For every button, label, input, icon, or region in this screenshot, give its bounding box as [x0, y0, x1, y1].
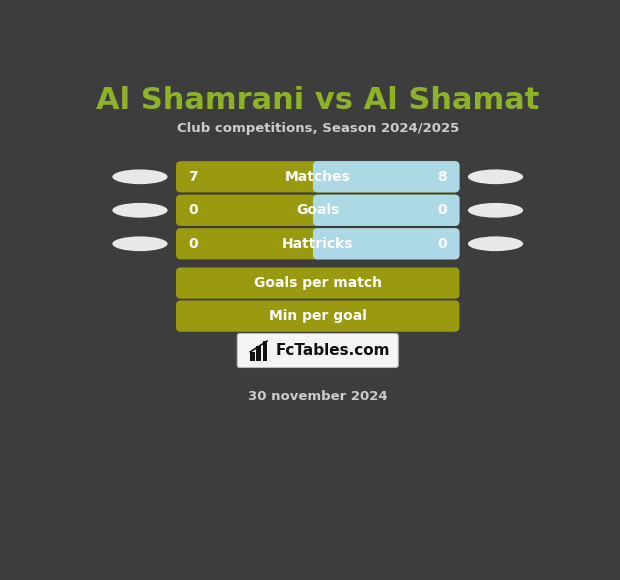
FancyBboxPatch shape — [176, 267, 459, 299]
Bar — [313, 166, 322, 188]
Text: Goals per match: Goals per match — [254, 276, 382, 290]
Ellipse shape — [112, 237, 167, 251]
FancyBboxPatch shape — [313, 195, 459, 226]
Bar — [313, 233, 322, 255]
Bar — [250, 352, 255, 361]
FancyBboxPatch shape — [237, 334, 398, 368]
Text: 7: 7 — [188, 170, 198, 184]
Text: Goals: Goals — [296, 203, 339, 218]
FancyBboxPatch shape — [176, 161, 459, 193]
Ellipse shape — [468, 169, 523, 184]
Ellipse shape — [112, 203, 167, 218]
Bar — [263, 341, 267, 361]
FancyBboxPatch shape — [176, 195, 459, 226]
Bar — [257, 346, 261, 361]
Text: 0: 0 — [437, 203, 447, 218]
Text: 30 november 2024: 30 november 2024 — [248, 390, 388, 403]
Text: Al Shamrani vs Al Shamat: Al Shamrani vs Al Shamat — [96, 86, 539, 115]
FancyBboxPatch shape — [313, 228, 459, 259]
FancyBboxPatch shape — [313, 161, 459, 193]
Text: Min per goal: Min per goal — [269, 309, 366, 323]
FancyBboxPatch shape — [176, 228, 459, 259]
Ellipse shape — [468, 203, 523, 218]
Ellipse shape — [112, 169, 167, 184]
Text: 0: 0 — [188, 237, 198, 251]
Text: Club competitions, Season 2024/2025: Club competitions, Season 2024/2025 — [177, 122, 459, 135]
Text: 0: 0 — [188, 203, 198, 218]
FancyBboxPatch shape — [176, 300, 459, 332]
Text: 0: 0 — [437, 237, 447, 251]
Text: Matches: Matches — [285, 170, 351, 184]
Text: FcTables.com: FcTables.com — [276, 343, 391, 358]
Text: 8: 8 — [437, 170, 447, 184]
Bar — [313, 199, 322, 222]
Text: Hattricks: Hattricks — [282, 237, 353, 251]
Ellipse shape — [468, 237, 523, 251]
